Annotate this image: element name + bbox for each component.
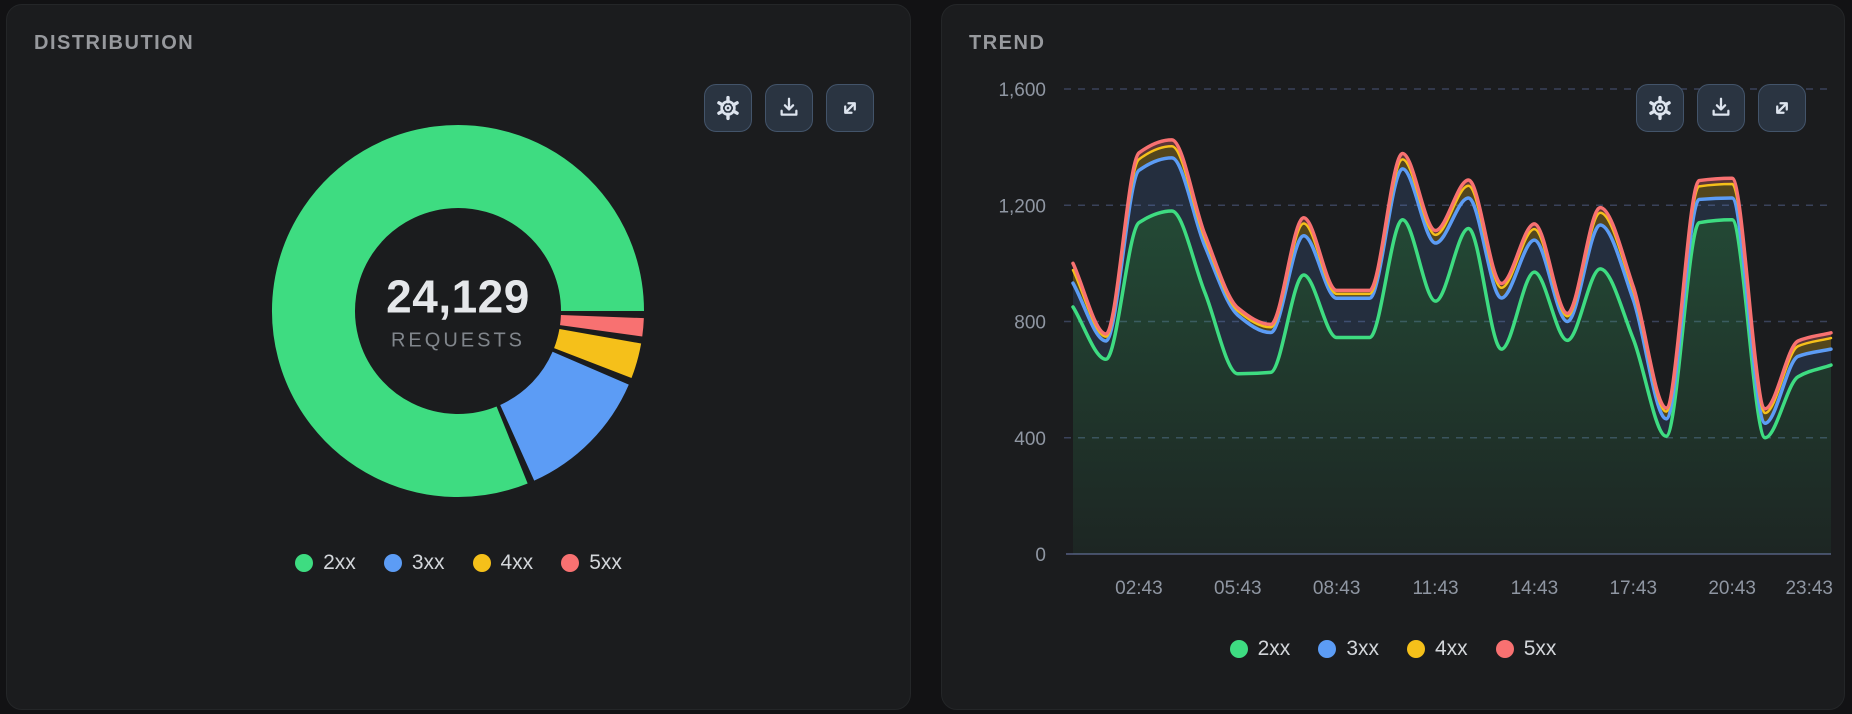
legend-label: 2xx <box>1257 637 1291 660</box>
donut-segment-2xx[interactable] <box>272 125 644 497</box>
legend-dot <box>1495 640 1514 658</box>
expand-button[interactable] <box>826 84 874 132</box>
legend-item-5xx[interactable]: 5xx <box>1495 637 1557 661</box>
trend-legend: 2xx 3xx 4xx 5xx <box>942 637 1844 661</box>
legend-item-3xx[interactable]: 3xx <box>383 551 445 575</box>
legend-label: 4xx <box>1435 637 1468 660</box>
legend-dot <box>1407 640 1425 658</box>
x-tick-label: 17:43 <box>1609 578 1657 599</box>
x-tick-label: 02:43 <box>1115 578 1163 599</box>
area-fill-2xx <box>1073 211 1831 554</box>
legend-label: 4xx <box>500 551 534 574</box>
gear-icon <box>715 95 741 121</box>
legend-dot <box>383 554 402 572</box>
legend-label: 2xx <box>323 551 356 574</box>
y-tick-label: 0 <box>1035 545 1046 566</box>
expand-button[interactable] <box>1758 84 1806 132</box>
gear-icon <box>1647 95 1673 121</box>
donut-segment-4xx[interactable] <box>553 328 642 379</box>
trend-panel-title: TREND <box>969 32 1046 54</box>
download-button[interactable] <box>765 84 813 132</box>
legend-dot <box>1229 640 1248 658</box>
legend-label: 5xx <box>589 551 622 574</box>
y-tick-label: 800 <box>1014 313 1046 334</box>
download-icon <box>776 95 802 121</box>
legend-item-3xx[interactable]: 3xx <box>1318 637 1379 661</box>
x-tick-label: 20:43 <box>1708 578 1756 599</box>
series-line-5xx <box>1071 138 1833 411</box>
settings-button[interactable] <box>1636 84 1684 132</box>
donut-segment-5xx[interactable] <box>559 314 644 337</box>
trend-panel: TREND 0 400 800 1,200 1,600 02:43 05:43 08:43 11… <box>941 4 1845 710</box>
settings-button[interactable] <box>704 84 752 132</box>
legend-label: 3xx <box>411 551 445 574</box>
series-line-2xx <box>1071 209 1833 440</box>
area-fill-3xx <box>1073 157 1831 438</box>
legend-dot <box>295 554 314 572</box>
legend-item-4xx[interactable]: 4xx <box>472 551 534 575</box>
legend-label: 5xx <box>1523 637 1557 660</box>
donut-chart <box>272 125 644 497</box>
legend-dot <box>561 554 580 572</box>
legend-item-4xx[interactable]: 4xx <box>1407 637 1468 661</box>
x-tick-label: 08:43 <box>1313 578 1361 599</box>
trend-chart: 0 400 800 1,200 1,600 02:43 05:43 08:43 11:43 14:… <box>998 80 1833 599</box>
series-line-3xx <box>1071 156 1833 425</box>
legend-item-2xx[interactable]: 2xx <box>295 551 356 575</box>
distribution-panel-title: DISTRIBUTION <box>34 32 195 54</box>
legend-dot <box>472 554 491 572</box>
download-icon <box>1708 95 1734 121</box>
trend-toolbar <box>1636 84 1806 132</box>
distribution-toolbar <box>704 84 874 132</box>
expand-icon <box>1769 95 1795 121</box>
x-tick-label: 23:43 <box>1785 578 1833 599</box>
x-tick-label: 14:43 <box>1511 578 1559 599</box>
y-tick-label: 1,200 <box>998 196 1046 217</box>
x-tick-label: 11:43 <box>1412 578 1458 599</box>
y-tick-label: 1,600 <box>998 80 1046 101</box>
legend-dot <box>1318 640 1337 658</box>
y-tick-label: 400 <box>1014 429 1046 450</box>
download-button[interactable] <box>1697 84 1745 132</box>
legend-item-5xx[interactable]: 5xx <box>561 551 622 575</box>
expand-icon <box>837 95 863 121</box>
x-tick-label: 05:43 <box>1214 578 1262 599</box>
legend-label: 3xx <box>1346 637 1379 660</box>
distribution-panel: DISTRIBUTION <box>6 4 911 710</box>
legend-item-2xx[interactable]: 2xx <box>1229 637 1291 661</box>
distribution-legend: 2xx 3xx 4xx 5xx <box>7 551 910 575</box>
donut-segment-3xx[interactable] <box>499 350 629 481</box>
